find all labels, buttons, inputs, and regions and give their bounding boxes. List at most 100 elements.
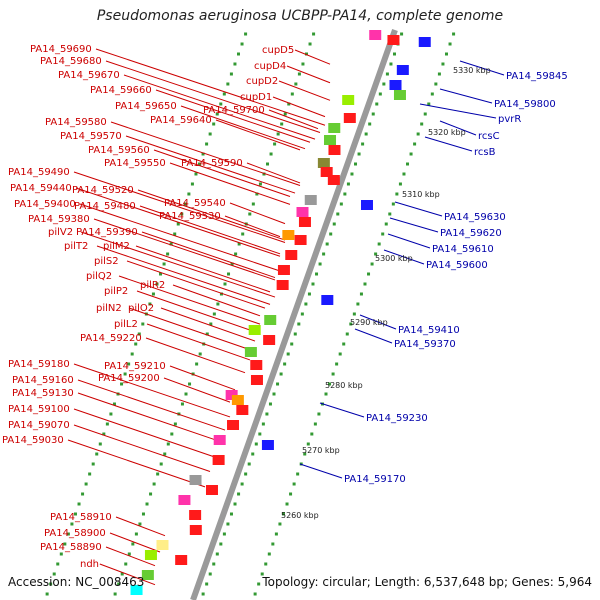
tick-mark [374,252,378,256]
gene-label-left[interactable]: PA14_59480 [74,201,136,212]
gene-label-left[interactable]: pilP2 [104,286,128,297]
gene-label-left[interactable]: ndh [80,559,99,570]
tick-mark [423,112,427,116]
tick-mark [212,312,216,316]
gene-label-left[interactable]: PA14_59030 [2,435,64,446]
gene-feature [212,455,225,465]
gene-label-right[interactable]: PA14_59600 [426,260,488,271]
tick-mark [301,62,305,66]
gene-label-left[interactable]: pilS2 [94,256,119,267]
gene-feature [321,295,334,305]
gene-label-left[interactable]: PA14_59160 [12,375,74,386]
gene-label-left[interactable]: PA14_59130 [12,388,74,399]
gene-label-right[interactable]: PA14_59610 [432,244,494,255]
gene-label-left[interactable]: PA14_59390 [76,227,138,238]
gene-label-left[interactable]: pilV2 [48,227,73,238]
tick-mark [198,352,202,356]
tick-mark [159,462,163,466]
gene-label-left[interactable]: cupD4 [254,61,286,72]
gene-label-left[interactable]: PA14_58890 [40,542,102,553]
gene-label-left[interactable]: PA14_59550 [104,158,166,169]
gene-label-left[interactable]: PA14_59440 [10,183,72,194]
gene-label-left[interactable]: PA14_59680 [40,56,102,67]
gene-label-left[interactable]: PA14_58910 [50,512,112,523]
tick-mark [290,342,294,346]
tick-mark [229,512,233,516]
label-connectors [67,48,505,586]
gene-label-right[interactable]: PA14_59620 [440,228,502,239]
gene-label-left[interactable]: pilN2 [96,303,122,314]
tick-mark [345,332,349,336]
gene-label-right[interactable]: rcsC [478,131,500,142]
tick-mark [209,322,213,326]
tick-mark [183,202,187,206]
gene-label-left[interactable]: PA14_59180 [8,359,70,370]
gene-label-left[interactable]: PA14_59210 [104,361,166,372]
gene-label-left[interactable]: PA14_59490 [8,167,70,178]
gene-label-left[interactable]: PA14_59670 [58,70,120,81]
gene-label-left[interactable]: PA14_59200 [98,373,160,384]
gene-label-left[interactable]: pilM2 [103,241,130,252]
gene-label-left[interactable]: PA14_59530 [159,211,221,222]
gene-label-left[interactable]: pilQ2 [86,271,112,282]
tick-mark [444,52,448,56]
gene-label-left[interactable]: PA14_59070 [8,420,70,431]
gene-label-right[interactable]: PA14_59845 [506,71,568,82]
gene-label-left[interactable]: cupD2 [246,76,278,87]
gene-label-left[interactable]: PA14_59700 [203,105,265,116]
tick-mark [350,172,354,176]
tick-mark [230,262,234,266]
gene-label-left[interactable]: PA14_59220 [80,333,142,344]
label-connector [136,290,256,333]
tick-mark [155,282,159,286]
gene-label-left[interactable]: PA14_59540 [164,198,226,209]
gene-label-left[interactable]: PA14_59590 [181,158,243,169]
gene-feature [276,280,289,290]
gene-label-left[interactable]: PA14_59570 [60,131,122,142]
gene-label-left[interactable]: PA14_58900 [44,528,106,539]
gene-label-left[interactable]: PA14_59690 [30,44,92,55]
gene-label-left[interactable]: PA14_59520 [72,185,134,196]
gene-label-left[interactable]: PA14_59650 [115,101,177,112]
gene-label-left[interactable]: pilO2 [128,303,154,314]
gene-label-left[interactable]: cupD5 [262,45,294,56]
tick-mark [63,542,67,546]
genome-summary: Topology: circular; Length: 6,537,648 bp… [262,575,592,589]
gene-label-left[interactable]: PA14_59380 [28,214,90,225]
tick-mark [151,292,155,296]
tick-mark [229,72,233,76]
gene-feature [282,230,295,240]
gene-label-left[interactable]: PA14_59640 [150,115,212,126]
gene-label-right[interactable]: pvrR [498,114,521,125]
gene-label-left[interactable]: PA14_59580 [45,117,107,128]
gene-label-right[interactable]: PA14_59170 [344,474,406,485]
gene-label-right[interactable]: PA14_59800 [494,99,556,110]
tick-mark [368,122,372,126]
tick-mark [292,482,296,486]
gene-label-left[interactable]: pilR2 [140,280,165,291]
gene-label-right[interactable]: PA14_59410 [398,325,460,336]
gene-label-left[interactable]: PA14_59100 [8,404,70,415]
gene-label-right[interactable]: PA14_59370 [394,339,456,350]
tick-mark [208,132,212,136]
gene-label-left[interactable]: cupD1 [240,92,272,103]
gene-label-left[interactable]: PA14_59560 [88,145,150,156]
accession-label: Accession: NC_008463 [8,575,145,589]
gene-label-left[interactable]: pilL2 [114,319,138,330]
label-connector [394,201,443,217]
gene-label-left[interactable]: PA14_59660 [90,85,152,96]
tick-mark [363,282,367,286]
gene-label-right[interactable]: rcsB [474,147,496,158]
gene-label-left[interactable]: PA14_59400 [14,199,76,210]
tick-mark [260,572,264,576]
tick-mark [400,32,404,36]
tick-mark [285,502,289,506]
gene-label-left[interactable]: pilT2 [64,241,88,252]
label-connector [215,119,301,151]
tick-mark [297,322,301,326]
label-connector [126,260,266,309]
gene-label-right[interactable]: PA14_59230 [366,413,428,424]
gene-label-right[interactable]: PA14_59630 [444,212,506,223]
kbp-tick-label: 5320 kbp [428,128,466,137]
tick-mark [328,382,332,386]
